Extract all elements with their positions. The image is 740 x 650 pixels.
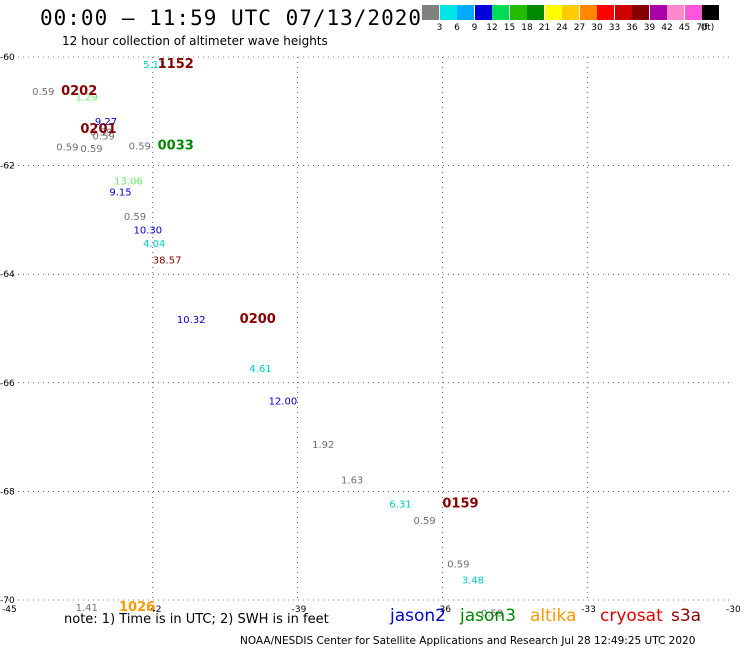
scale-label: 45	[678, 23, 691, 33]
x-tick-label: -39	[292, 605, 307, 615]
pass-time-label: 1152	[158, 57, 194, 72]
scale-swatch	[509, 5, 527, 20]
wave-height-label: 0.59	[80, 144, 102, 155]
wave-height-label: 0.59	[92, 132, 114, 143]
pass-time-label: 0033	[158, 138, 194, 153]
x-tick-label: -42	[147, 605, 162, 615]
scale-label: 24	[556, 23, 568, 33]
wave-height-label: 10.30	[133, 225, 162, 236]
wave-height-label: 0.59	[32, 87, 54, 98]
pass-time-label: 0200	[240, 312, 276, 327]
wave-height-label: 1.92	[312, 440, 334, 451]
wave-height-label: 13.06	[114, 177, 143, 188]
scale-swatch	[614, 5, 632, 20]
y-tick-label: -68	[0, 487, 15, 497]
scale-swatch	[492, 5, 509, 20]
pass-time-label: 0159	[442, 497, 478, 512]
scale-label: 42	[661, 23, 673, 33]
wave-height-label: 0.59	[413, 516, 435, 527]
wave-height-label: 4.04	[143, 239, 165, 250]
satellite-name-altika: altika	[530, 606, 577, 626]
wave-height-label: 0.59	[481, 608, 503, 619]
wave-height-label: 10.32	[177, 315, 206, 326]
y-tick-label: -70	[0, 596, 15, 606]
scale-label: 6	[454, 23, 460, 33]
satellite-name-s3a: s3a	[671, 606, 702, 626]
pass-time-label: 0201	[80, 122, 116, 137]
scale-label: 33	[608, 23, 621, 33]
pass-time-label: 1026	[119, 600, 155, 615]
wave-height-label: 38.57	[153, 255, 182, 266]
x-tick-label: -30	[726, 605, 740, 615]
scale-label: 27	[573, 23, 586, 33]
satellite-name-jason3: jason3	[460, 606, 516, 626]
scale-swatch	[527, 5, 544, 20]
scale-swatch	[457, 5, 474, 20]
wave-height-label: 1.29	[76, 92, 98, 103]
x-tick-label: -36	[436, 605, 451, 615]
scale-label: 9	[471, 23, 478, 33]
scale-swatch	[474, 5, 492, 20]
y-tick-label: -60	[0, 53, 15, 63]
wave-height-label: 0.59	[56, 142, 78, 153]
scale-label: 21	[538, 23, 551, 33]
scale-unit: (ft)	[700, 23, 715, 33]
scale-swatch	[544, 5, 562, 20]
wave-height-label: 0.59	[129, 141, 151, 152]
wave-height-label: 3.48	[462, 576, 484, 587]
wave-height-label: 1.41	[76, 603, 98, 614]
scale-label: 39	[643, 23, 656, 33]
y-tick-label: -66	[0, 379, 15, 389]
chart-title: 00:00 – 11:59 UTC 07/13/2020	[40, 6, 423, 30]
pass-time-label: 0202	[61, 84, 97, 99]
scale-label: 3	[436, 23, 443, 33]
x-tick-label: -45	[2, 605, 17, 615]
wave-height-label: 0.59	[124, 212, 146, 223]
wave-height-label: 0.59	[90, 128, 112, 139]
y-tick-label: -62	[0, 162, 15, 172]
wave-height-label: 9.27	[95, 117, 117, 128]
scale-label: 70	[696, 23, 708, 33]
wave-height-label: 1.63	[341, 475, 363, 486]
scale-swatch	[684, 5, 702, 20]
y-tick-label: -64	[0, 270, 15, 280]
x-tick-label: -33	[581, 605, 596, 615]
wave-height-label: 9.15	[109, 187, 131, 198]
scale-label: 15	[503, 23, 516, 33]
wave-height-label: 6.31	[389, 500, 411, 511]
scale-label: 30	[591, 23, 603, 33]
scale-swatch	[562, 5, 579, 20]
scale-label: 12	[486, 23, 498, 33]
scale-swatch	[649, 5, 667, 20]
scale-swatch	[702, 5, 719, 20]
scale-swatch	[439, 5, 457, 20]
scale-swatch	[632, 5, 649, 20]
scale-swatch	[422, 5, 439, 20]
wave-height-label: 4.61	[249, 364, 271, 375]
wave-height-label: 0.59	[447, 559, 469, 570]
wave-height-label: 5.13	[143, 60, 165, 71]
chart-subtitle: 12 hour collection of altimeter wave hei…	[62, 34, 328, 48]
scale-swatch	[667, 5, 684, 20]
scale-label: 18	[521, 23, 533, 33]
wave-height-label: 12.00	[269, 397, 298, 408]
scale-swatch	[597, 5, 614, 20]
scale-swatch	[579, 5, 597, 20]
satellite-name-cryosat: cryosat	[600, 606, 663, 626]
satellite-name-jason2: jason2	[390, 606, 446, 626]
footer-note: note: 1) Time is in UTC; 2) SWH is in fe…	[64, 612, 329, 627]
credit-line: NOAA/NESDIS Center for Satellite Applica…	[240, 635, 696, 647]
scale-label: 36	[626, 23, 638, 33]
